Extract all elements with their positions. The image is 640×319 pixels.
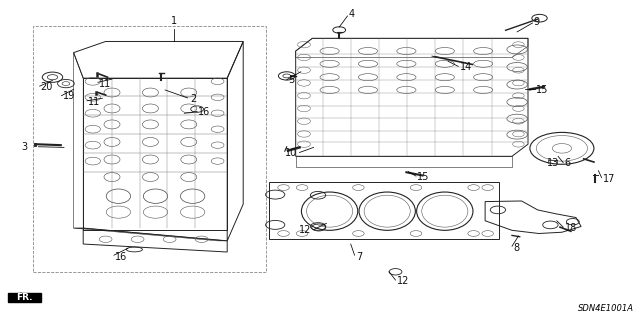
Text: 4: 4 [349,9,355,19]
Text: 7: 7 [356,252,362,263]
Text: FR.: FR. [16,293,33,302]
Text: 12: 12 [397,276,409,286]
Text: 14: 14 [460,62,472,72]
Text: 15: 15 [536,85,548,95]
Text: 15: 15 [417,172,429,182]
Text: 11: 11 [88,97,100,107]
Text: 6: 6 [564,158,571,168]
Text: 1: 1 [171,16,177,26]
Text: 16: 16 [115,252,127,262]
Text: 19: 19 [63,91,75,101]
Text: 11: 11 [99,78,111,89]
Text: 12: 12 [300,225,312,235]
Text: 9: 9 [534,17,540,27]
Text: 2: 2 [191,94,197,104]
Text: 5: 5 [288,75,294,85]
Text: 16: 16 [198,107,211,117]
Text: 8: 8 [513,243,520,253]
Text: 3: 3 [21,142,28,152]
Text: 10: 10 [285,148,298,158]
Text: 20: 20 [40,82,52,92]
Text: SDN4E1001A: SDN4E1001A [578,304,634,313]
Text: 18: 18 [564,223,577,233]
Text: 13: 13 [547,158,559,168]
FancyBboxPatch shape [8,293,41,302]
Text: 17: 17 [603,174,615,184]
